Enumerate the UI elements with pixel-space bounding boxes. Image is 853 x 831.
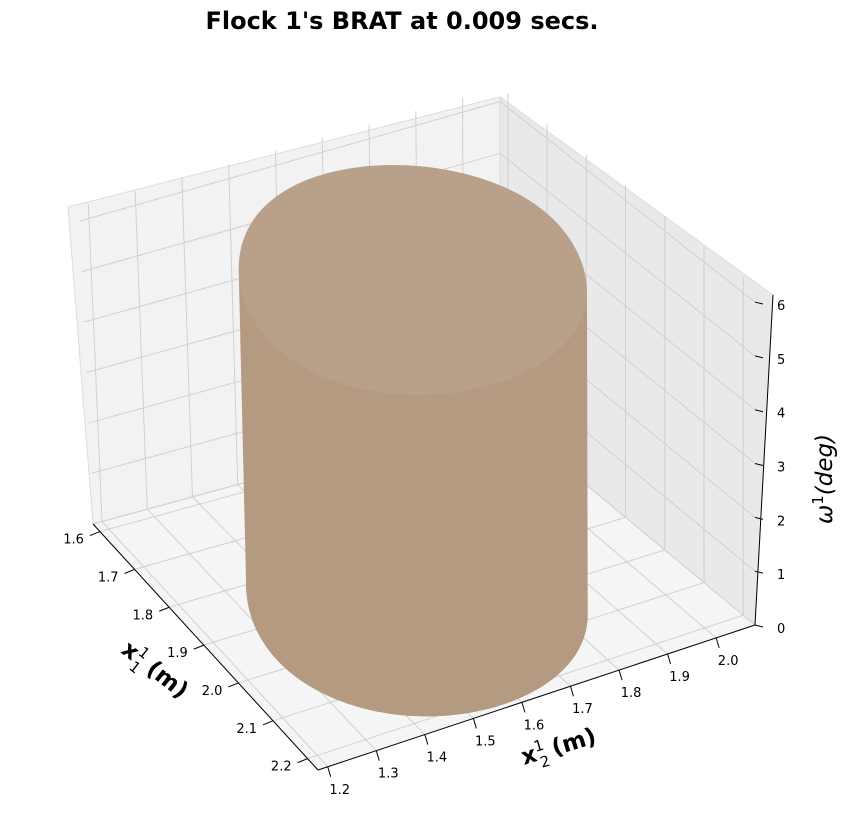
- y-tick-label: 1.6: [524, 718, 545, 733]
- brat-surface: [238, 165, 588, 717]
- y-tick-mark: [472, 718, 477, 729]
- z-tick-mark: [754, 463, 764, 467]
- x-tick-mark: [193, 644, 204, 650]
- grid-line: [181, 177, 193, 497]
- x-axis-ticks: 1.6 1.7 1.8 1.9 2.0 2.1 2.2: [63, 531, 308, 775]
- x-tick-mark: [89, 531, 101, 537]
- y-tick-mark: [618, 669, 623, 681]
- z-tick-mark: [754, 301, 764, 305]
- z-tick-label: 2: [777, 514, 785, 529]
- grid-line: [499, 101, 756, 303]
- z-tick-mark: [754, 409, 764, 413]
- y-axis-label: x12(m): [517, 721, 601, 777]
- grid-line: [87, 204, 103, 522]
- grid-line: [101, 521, 329, 768]
- y-tick-label: 2.0: [718, 654, 739, 669]
- z-tick-mark: [754, 355, 764, 359]
- grid-line: [134, 190, 148, 510]
- x-tick-mark: [262, 720, 274, 726]
- z-tick-label: 4: [777, 407, 785, 422]
- y-tick-mark: [375, 750, 380, 761]
- y-tick-mark: [424, 734, 429, 745]
- x-tick-label: 1.9: [167, 646, 188, 661]
- y-tick-label: 1.8: [621, 686, 642, 701]
- z-tick-mark: [754, 516, 764, 520]
- y-tick-mark: [570, 686, 574, 697]
- z-tick-label: 1: [777, 568, 785, 583]
- y-tick-mark: [667, 653, 672, 665]
- x-tick-label: 2.1: [236, 722, 257, 737]
- y-axis-ticks: 1.2 1.3 1.4 1.5 1.6 1.7 1.8 1.9 2.0: [327, 637, 739, 798]
- y-tick-mark: [521, 702, 526, 713]
- x-tick-mark: [297, 758, 308, 764]
- x-tick-label: 2.2: [271, 760, 292, 775]
- z-tick-label: 0: [777, 622, 785, 637]
- y-tick-label: 1.7: [572, 702, 593, 717]
- z-axis-line: [754, 294, 774, 626]
- z-tick-mark: [754, 624, 764, 628]
- z-tick-label: 3: [777, 461, 785, 476]
- y-tick-label: 1.2: [329, 783, 350, 798]
- x-tick-label: 1.8: [132, 608, 153, 623]
- z-tick-label: 5: [777, 353, 785, 368]
- x-tick-label: 1.6: [63, 533, 84, 548]
- surface-bottom: [246, 480, 588, 717]
- grid-line: [228, 164, 239, 485]
- axes-lines: [92, 294, 774, 771]
- y-tick-label: 1.3: [378, 767, 399, 782]
- z-axis-ticks: 0 1 2 3 4 5 6: [754, 299, 785, 637]
- y-tick-label: 1.9: [669, 670, 690, 685]
- y-tick-mark: [327, 766, 332, 777]
- y-tick-label: 1.5: [475, 734, 496, 749]
- x-tick-label: 2.0: [202, 684, 223, 699]
- z-axis-label: ω1(deg): [809, 434, 838, 524]
- x-tick-mark: [228, 682, 239, 688]
- z-tick-mark: [754, 570, 764, 574]
- y-tick-mark: [715, 637, 720, 649]
- x-tick-mark: [158, 606, 170, 612]
- grid-line: [499, 153, 756, 357]
- y-tick-label: 1.4: [426, 751, 447, 766]
- chart-title: Flock 1's BRAT at 0.009 secs.: [205, 7, 598, 35]
- x-tick-mark: [124, 568, 135, 574]
- x-tick-label: 1.7: [98, 570, 119, 585]
- y-axis-line: [317, 624, 756, 771]
- surface-top: [238, 165, 587, 396]
- z-tick-label: 6: [777, 299, 785, 314]
- x-axis-line: [92, 523, 319, 771]
- grid-line: [79, 101, 501, 222]
